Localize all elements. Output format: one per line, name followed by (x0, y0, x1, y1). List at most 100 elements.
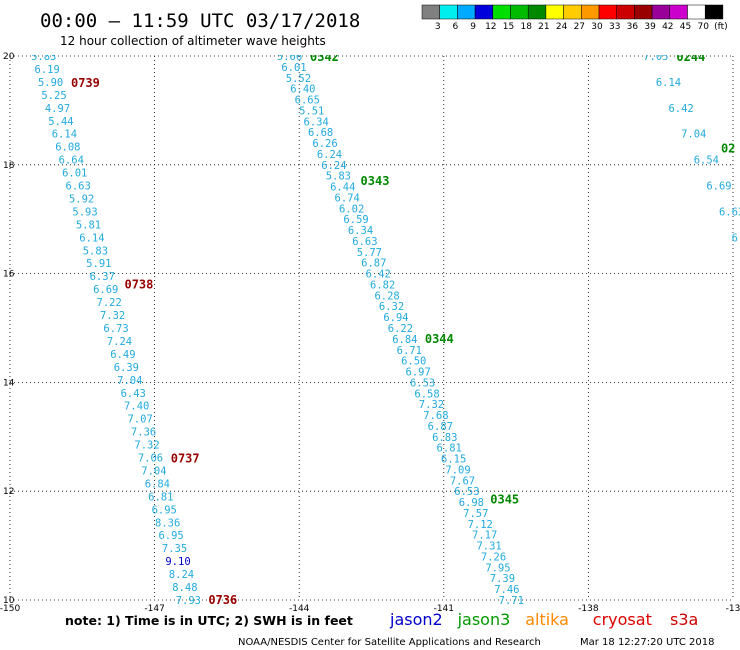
colorbar-label: 42 (662, 22, 673, 32)
axis-tick-labels: 10 12 14 16 18 20 -150 -147 -144 -141 -138 -13 (0, 52, 740, 614)
y-tick-label: 14 (3, 378, 15, 388)
wave-height-value: 6.83 (432, 432, 457, 444)
wave-height-value: 7.46 (494, 584, 519, 596)
y-tick-label: 18 (3, 161, 15, 171)
wave-height-value: 6.24 (321, 160, 346, 172)
y-tick-label: 20 (3, 52, 15, 62)
wave-height-value: 8.48 (172, 582, 197, 594)
colorbar-label: 27 (574, 22, 585, 32)
wave-height-value: 7.39 (490, 573, 515, 585)
wave-height-value: 7.32 (134, 440, 159, 452)
plot-grid (9, 55, 734, 601)
footer-timestamp: Mar 18 12:27:20 UTC 2018 (580, 637, 715, 648)
wave-height-value: 6.73 (103, 323, 128, 335)
colorbar-swatch (634, 4, 653, 20)
wave-height-value: 6.49 (110, 349, 135, 361)
wave-height-value: 6.28 (374, 290, 399, 302)
colorbar-label: 18 (520, 22, 532, 32)
wave-height-value: 6.01 (62, 168, 87, 180)
wave-height-value: 7.67 (450, 475, 475, 487)
wave-height-value: 6.08 (55, 142, 80, 154)
wave-height-value: 5.83 (83, 245, 108, 257)
note-text: note: 1) Time is in UTC; 2) SWH is in fe… (65, 613, 353, 628)
wave-height-value: 6.15 (441, 454, 466, 466)
pass-time-label: 0738 (124, 277, 153, 291)
colorbar-swatch (439, 4, 458, 20)
colorbar-swatch (510, 4, 529, 20)
wave-height-value: 5.93 (72, 206, 97, 218)
wave-height-value: 7.32 (100, 310, 125, 322)
colorbar-label: 12 (485, 22, 496, 32)
chart-title: 00:00 – 11:59 UTC 03/17/2018 (40, 10, 360, 32)
colorbar-swatch (457, 4, 476, 20)
wave-height-value: 7.57 (463, 508, 488, 520)
pass-time-label: 0345 (490, 492, 519, 506)
colorbar-label: 39 (644, 22, 656, 32)
colorbar-label: 70 (697, 22, 709, 32)
x-tick-label: -138 (578, 604, 599, 614)
pass-time-label: 02 (721, 141, 735, 155)
y-tick-label: 16 (3, 270, 15, 280)
wave-height-value: 6.68 (308, 127, 333, 139)
colorbar-label: 30 (591, 22, 603, 32)
wave-height-value: 5.83 (326, 171, 351, 183)
wave-height-value: 6.42 (668, 103, 693, 115)
wave-height-value: 5.51 (299, 105, 324, 117)
colorbar-label: 21 (538, 22, 549, 32)
wave-height-value: 6.37 (90, 271, 115, 283)
legend-jason2: jason2 (389, 610, 443, 629)
x-tick-label: -141 (434, 604, 454, 614)
colorbar-swatch (687, 4, 706, 20)
wave-height-value: 6.53 (410, 377, 435, 389)
wave-height-value: 6.34 (348, 225, 373, 237)
wave-height-value: 6.81 (148, 491, 173, 503)
colorbar-label: 24 (556, 22, 568, 32)
wave-height-value: 7.95 (485, 562, 510, 574)
wave-height-value: 6.95 (158, 530, 183, 542)
colorbar-swatch (616, 4, 635, 20)
wave-height-value: 7.09 (445, 464, 470, 476)
wave-height-value: 6.14 (79, 232, 104, 244)
wave-height-value: 6.50 (732, 232, 740, 244)
wave-height-value: 8.24 (169, 569, 194, 581)
wave-height-value: 6.53 (454, 486, 479, 498)
wave-height-value: 6.81 (437, 443, 462, 455)
pass-time-label: 0344 (425, 332, 454, 346)
wave-height-value: 7.68 (423, 410, 448, 422)
legend-jason3: jason3 (457, 610, 511, 629)
wave-height-value: 6.24 (317, 149, 342, 161)
wave-height-value: 6.42 (366, 269, 391, 281)
wave-height-value: 6.32 (379, 301, 404, 313)
x-tick-label: -144 (289, 604, 310, 614)
colorbar-label: 6 (453, 22, 459, 32)
footer-credit: NOAA/NESDIS Center for Satellite Applica… (238, 637, 541, 648)
wave-height-value: 6.40 (290, 84, 315, 96)
wave-height-value: 6.94 (383, 312, 408, 324)
wave-height-value: 9.10 (165, 556, 190, 568)
wave-height-value: 7.04 (117, 375, 142, 387)
wave-height-value: 5.81 (76, 219, 101, 231)
x-tick-label: -13 (726, 604, 740, 614)
wave-height-value: 6.34 (304, 116, 329, 128)
wave-height-value: 6.44 (330, 182, 355, 194)
wave-height-value: 6.58 (414, 388, 439, 400)
wave-height-value: 5.91 (86, 258, 111, 270)
wave-height-value: 7.17 (472, 530, 497, 542)
wave-height-value: 6.84 (392, 334, 417, 346)
pass-time-label: 0244 (676, 50, 705, 64)
wave-height-value: 5.25 (41, 90, 66, 102)
colorbar-swatch (598, 4, 617, 20)
wave-height-value: 6.71 (397, 345, 422, 357)
pass-time-label: 0342 (310, 50, 339, 64)
wave-height-value: 6.87 (361, 258, 386, 270)
wave-height-value: 6.19 (35, 64, 60, 76)
colorbar-swatch (421, 4, 440, 20)
colorbar-legend: 3 6 9 12 15 18 21 24 27 30 33 36 39 42 45 70 (ft) (421, 4, 728, 32)
x-tick-label: -147 (144, 604, 164, 614)
y-tick-label: 12 (3, 487, 14, 497)
colorbar-label: 33 (609, 22, 620, 32)
wave-height-value: 6.14 (52, 129, 77, 141)
wave-height-value: 7.40 (124, 401, 149, 413)
wave-height-value: 5.52 (286, 73, 311, 85)
wave-height-value: 7.04 (141, 465, 166, 477)
